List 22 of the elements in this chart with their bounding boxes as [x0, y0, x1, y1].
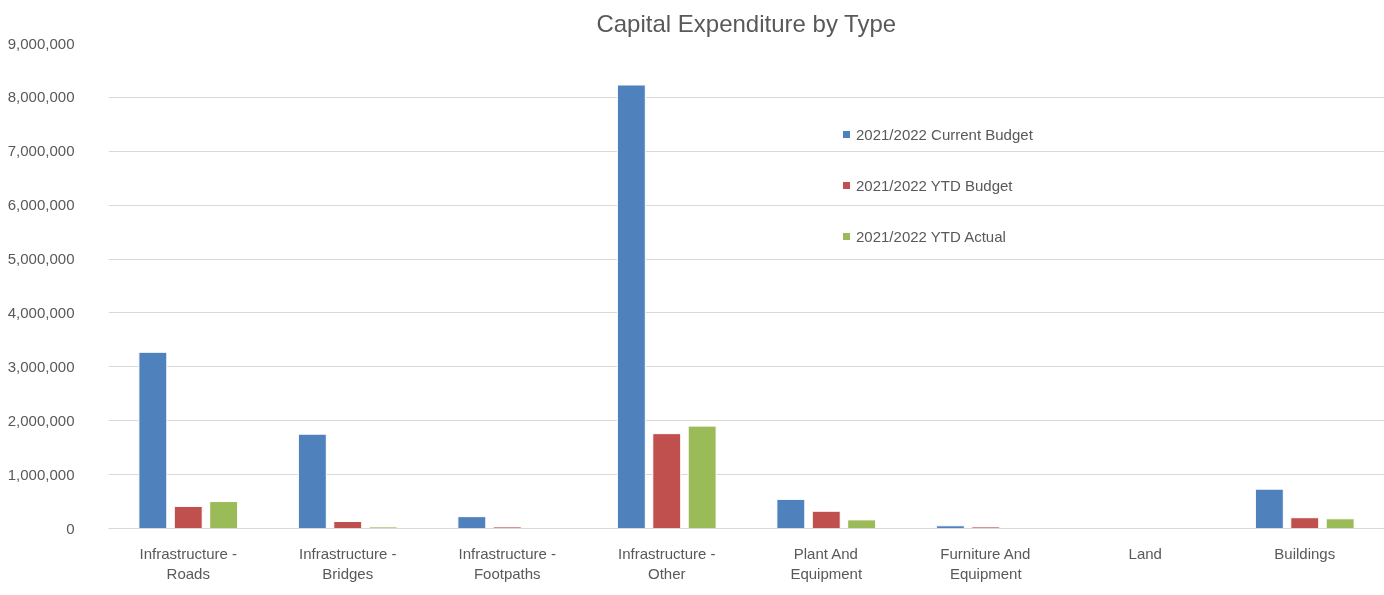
- x-tick-label: Infrastructure - Roads: [139, 544, 238, 582]
- y-tick-label: 8,000,000: [7, 88, 75, 106]
- x-tick-label: Land: [1128, 544, 1162, 562]
- y-tick-label: 9,000,000: [7, 34, 75, 52]
- x-tick-label: Furniture And Equipment: [940, 544, 1031, 582]
- chart-title: Capital Expenditure by Type: [596, 9, 897, 37]
- legend-label: 2021/2022 Current Budget: [856, 124, 1033, 144]
- x-tick-label: Infrastructure - Other: [617, 544, 716, 582]
- y-tick-label: 3,000,000: [7, 357, 75, 375]
- x-tick-label: Infrastructure - Bridges: [298, 544, 397, 582]
- y-tick-label: 2,000,000: [7, 411, 75, 429]
- y-tick-label: 5,000,000: [7, 250, 75, 268]
- legend-label: 2021/2022 YTD Budget: [856, 175, 1013, 195]
- y-tick-label: 4,000,000: [7, 303, 75, 321]
- y-tick-label: 1,000,000: [7, 465, 75, 483]
- y-tick-label: 0: [66, 519, 75, 537]
- legend-label: 2021/2022 YTD Actual: [856, 226, 1006, 246]
- x-tick-label: Buildings: [1274, 544, 1336, 562]
- x-tick-label: Plant And Equipment: [790, 544, 863, 582]
- y-tick-label: 7,000,000: [7, 142, 75, 160]
- y-tick-label: 6,000,000: [7, 196, 75, 214]
- x-tick-label: Infrastructure - Footpaths: [458, 544, 557, 582]
